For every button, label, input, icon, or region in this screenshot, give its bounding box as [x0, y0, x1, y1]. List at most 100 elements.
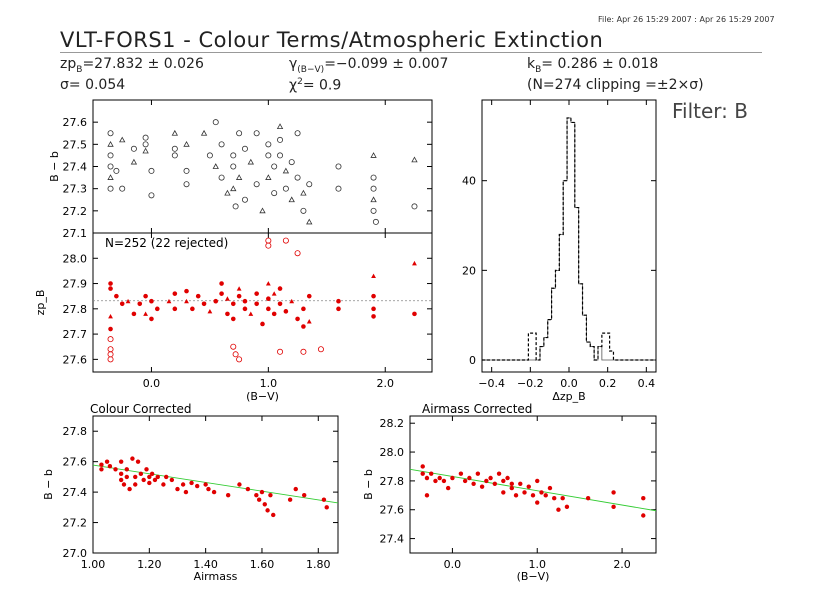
data-point-triangle — [370, 152, 377, 158]
rejected-point — [282, 237, 289, 244]
kept-point-triangle — [265, 281, 271, 286]
kept-point — [154, 306, 160, 312]
data-point-circle — [148, 167, 155, 174]
data-point — [124, 474, 129, 480]
chi-label: χ — [289, 77, 298, 94]
kept-point — [131, 311, 137, 317]
kept-point — [201, 301, 207, 307]
airmass-corrected-y-tick-label: 27.8 — [380, 475, 405, 488]
data-point — [118, 459, 124, 464]
histogram-x-tick-label: −0.4 — [478, 377, 505, 390]
data-point-circle — [294, 174, 301, 181]
histogram-x-tick-label: 0.0 — [560, 377, 578, 390]
data-point — [149, 471, 155, 477]
kept-point — [230, 301, 236, 307]
data-point — [237, 482, 242, 487]
sigma-label: σ= — [60, 77, 81, 93]
kept-point-triangle — [306, 319, 312, 324]
panel-airmass-corrected-frame — [409, 415, 657, 554]
kept-point — [172, 306, 178, 312]
data-point-circle — [119, 185, 126, 192]
panel-middle-left-frame — [92, 232, 433, 373]
data-point-circle — [241, 145, 248, 152]
file-info: File: Apr 26 15:29 2007 : Apr 26 15:29 2… — [598, 15, 775, 24]
kept-point — [371, 314, 376, 319]
kept-point — [219, 291, 224, 296]
kept-point — [213, 298, 219, 304]
colour-corrected-x-tick-label: 1.40 — [193, 558, 218, 571]
kept-point — [266, 296, 271, 302]
data-point-circle — [265, 141, 272, 148]
middle-left-x-tick-label: 0.0 — [143, 377, 161, 390]
data-point — [501, 478, 506, 484]
data-point — [462, 478, 468, 484]
colour-corrected-y-tick-label: 27.4 — [63, 486, 88, 499]
kept-point — [190, 306, 195, 312]
data-point-circle — [265, 152, 272, 159]
data-point — [194, 483, 200, 489]
data-point-circle — [411, 203, 418, 210]
zp-sub: B — [76, 64, 83, 75]
rejected-point — [265, 237, 272, 244]
colour-corrected-y-tick-label: 27.6 — [63, 456, 88, 469]
histogram-all-series — [482, 117, 656, 361]
data-point — [539, 490, 544, 495]
data-point — [556, 507, 561, 512]
rejected-point — [232, 351, 239, 358]
kept-point-triangle — [125, 298, 131, 304]
data-point — [175, 486, 180, 492]
histogram-x-tick-label: 0.4 — [638, 377, 656, 390]
k-stat: kB= 0.286 ± 0.018 — [527, 56, 658, 75]
rejected-point — [230, 343, 237, 350]
histogram-kept-series — [482, 117, 656, 361]
data-point-circle — [271, 190, 278, 197]
rejected-point — [277, 348, 284, 355]
data-point — [547, 485, 553, 491]
top-left-y-tick-label: 27.3 — [63, 183, 88, 196]
data-point-triangle — [259, 207, 266, 214]
data-point-circle — [230, 152, 237, 159]
data-point — [169, 477, 175, 483]
airmass-corrected-x-tick-label: 1.0 — [528, 558, 546, 571]
data-point-triangle — [235, 174, 243, 180]
kept-point — [219, 281, 224, 286]
kept-point — [230, 316, 236, 322]
k-label: k — [527, 56, 536, 72]
data-point — [475, 471, 481, 476]
data-point — [441, 478, 447, 484]
kept-point — [283, 309, 289, 314]
data-point — [293, 486, 298, 492]
data-point — [99, 467, 104, 472]
kept-point-triangle — [271, 291, 277, 296]
data-point — [147, 474, 152, 480]
kept-point — [225, 311, 230, 317]
kept-point — [242, 306, 248, 312]
data-point — [433, 478, 438, 484]
data-point — [564, 504, 570, 510]
data-point — [104, 459, 110, 464]
data-point-triangle — [247, 158, 254, 165]
kept-point — [277, 301, 283, 307]
kept-point-triangle — [412, 260, 417, 266]
kept-point — [277, 286, 283, 291]
data-point — [130, 456, 135, 461]
airmass-corrected-y-tick-label: 28.2 — [380, 417, 405, 430]
data-point-circle — [130, 145, 137, 152]
histogram-y-tick-label: 40 — [462, 175, 476, 188]
kept-point — [242, 298, 248, 304]
data-point-circle — [232, 203, 239, 210]
chi-stat: χ2= 0.9 — [289, 77, 341, 94]
data-point — [479, 484, 485, 489]
data-point-triangle — [119, 136, 126, 143]
data-point — [543, 493, 548, 498]
rejected-point — [265, 242, 272, 249]
data-point — [124, 467, 129, 472]
data-point — [611, 504, 616, 510]
kept-point — [137, 301, 143, 307]
colour-corrected-y-tick-label: 27.0 — [63, 547, 88, 560]
kept-point — [371, 293, 376, 299]
data-point — [641, 496, 646, 501]
data-point-triangle — [265, 174, 272, 180]
kept-point-triangle — [207, 308, 213, 314]
data-point-circle — [230, 163, 237, 170]
